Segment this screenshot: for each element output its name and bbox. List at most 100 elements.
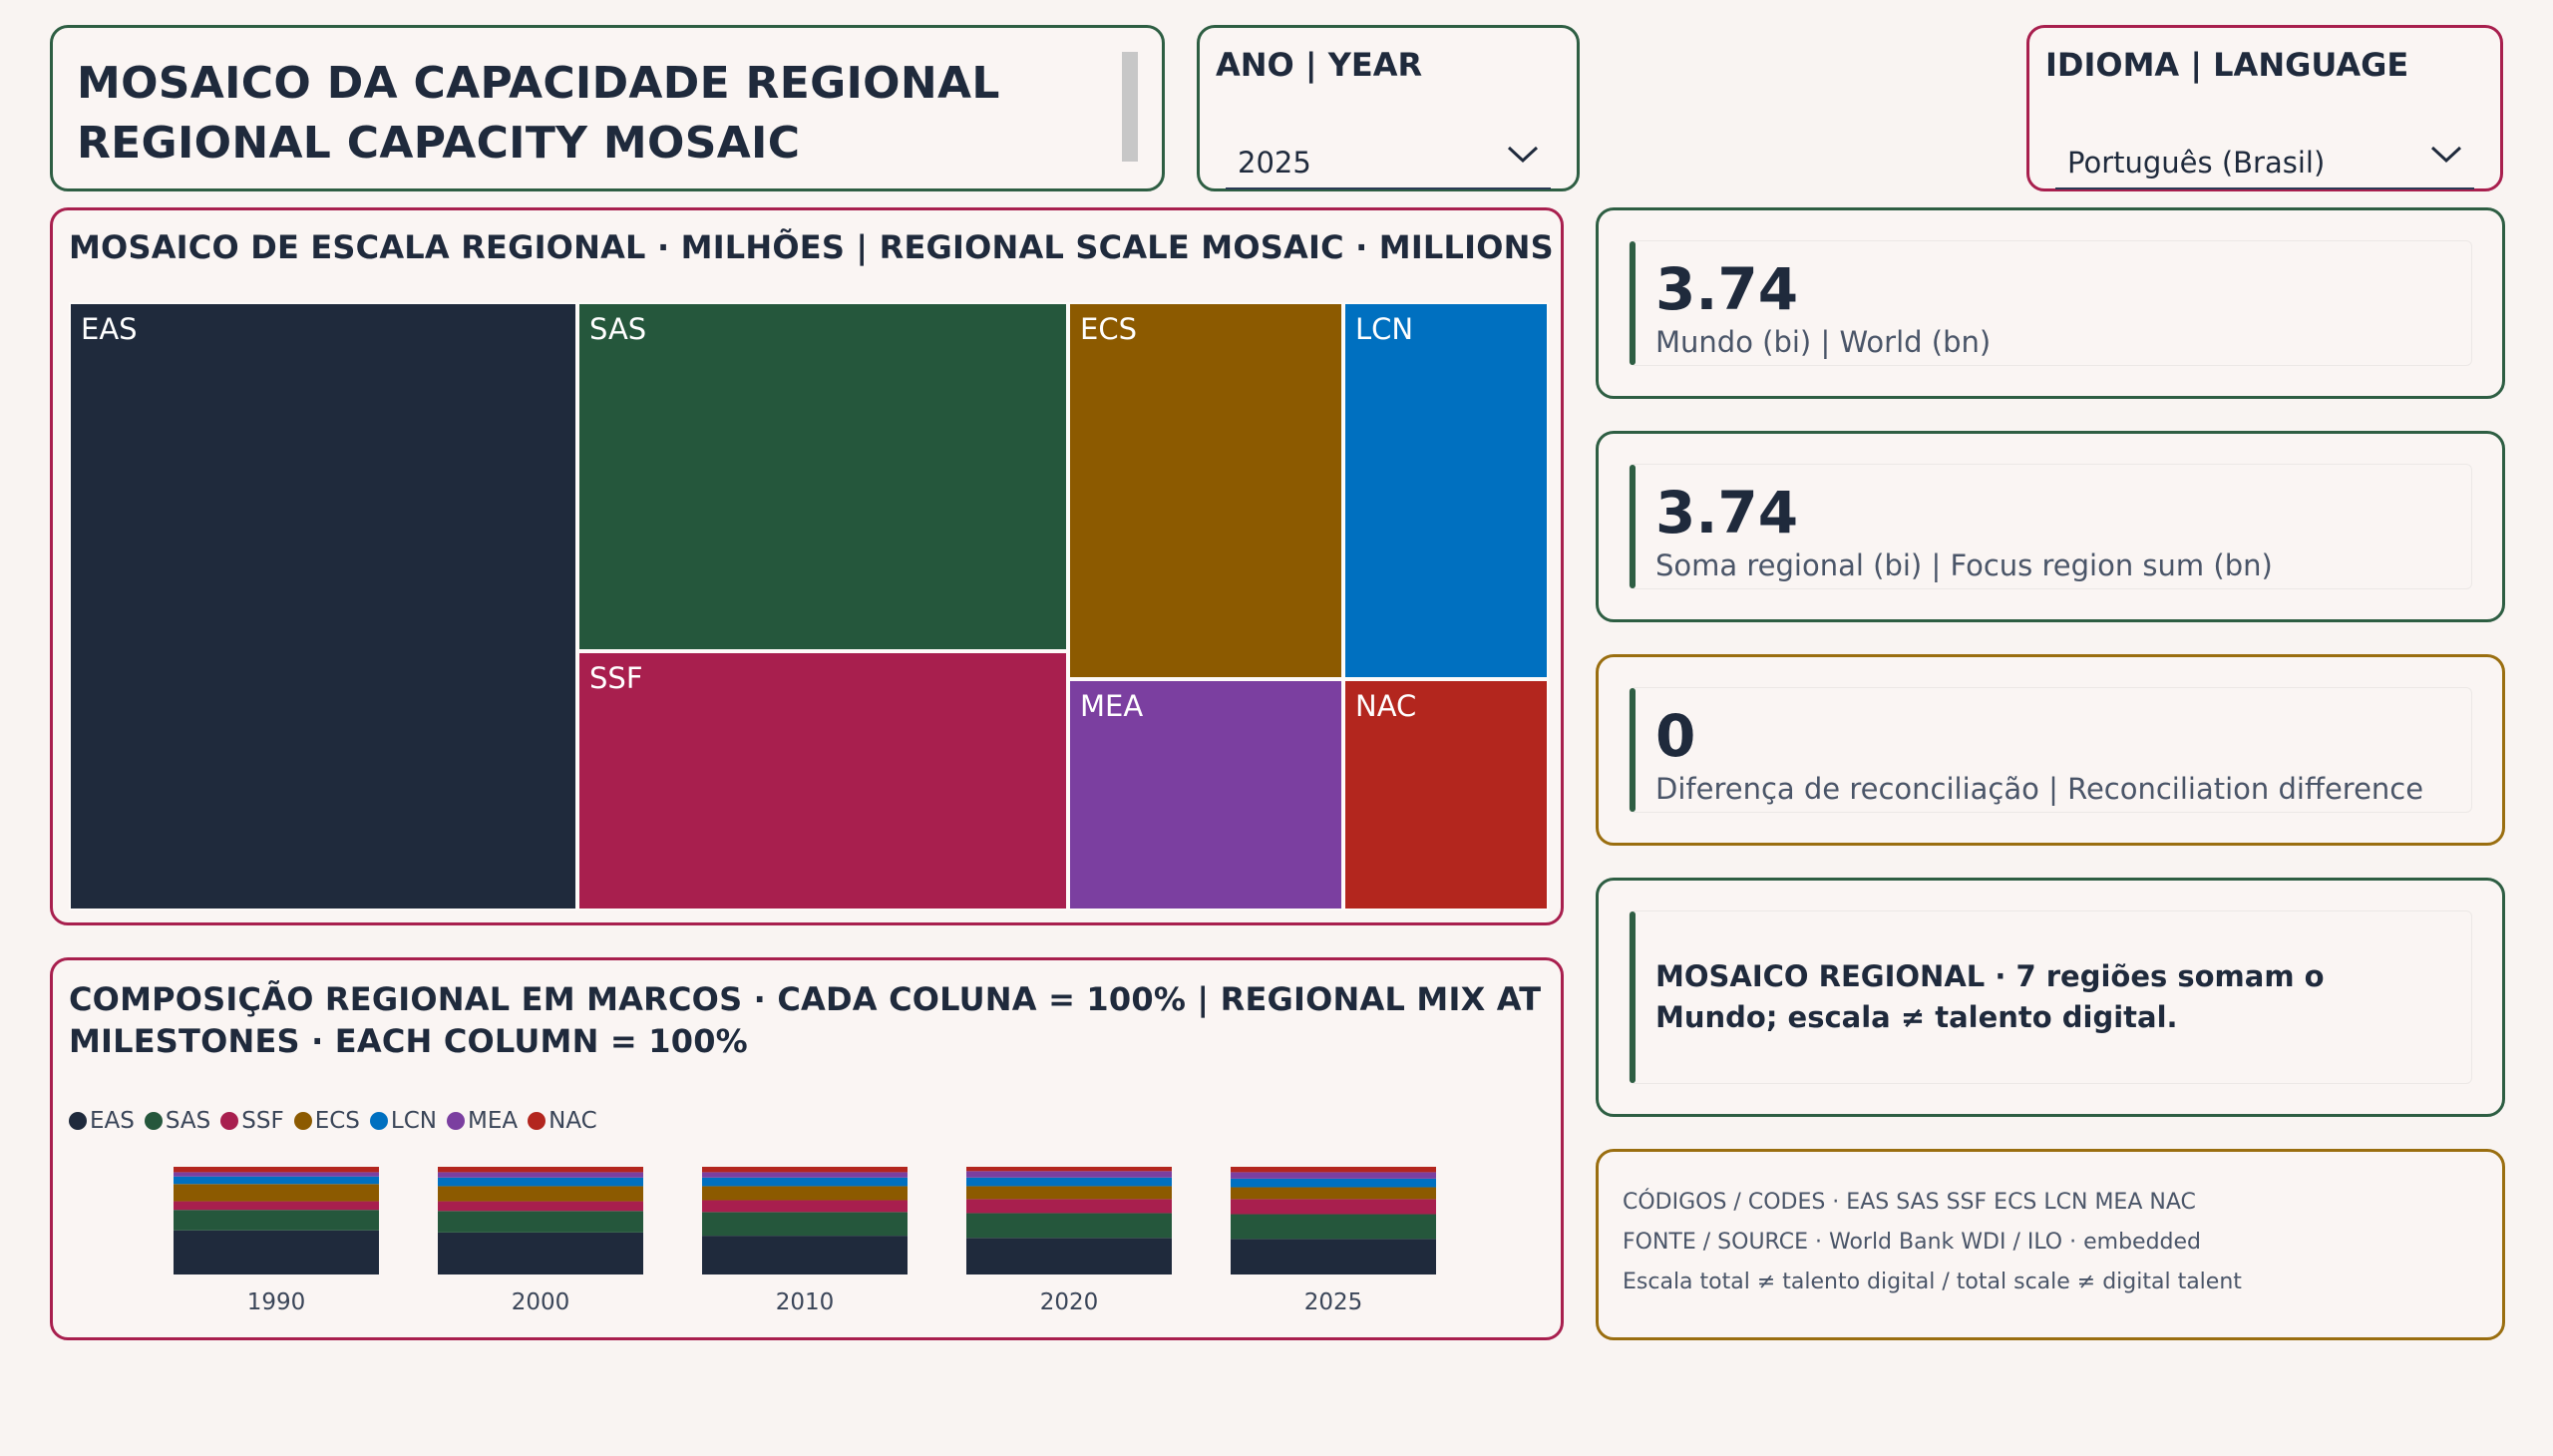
bar-segment-sas[interactable] [174, 1210, 379, 1231]
year-slicer: ANO | YEAR 2025 [1197, 25, 1580, 191]
tile-label: EAS [81, 312, 138, 346]
bar-segment-mea[interactable] [1231, 1172, 1436, 1179]
bar-segment-mea[interactable] [174, 1172, 379, 1177]
bar-segment-lcn[interactable] [1231, 1178, 1436, 1188]
bar-segment-ecs[interactable] [1231, 1187, 1436, 1200]
bar-segment-ecs[interactable] [174, 1184, 379, 1202]
bar-segment-nac[interactable] [702, 1167, 908, 1173]
bar-segment-ssf[interactable] [438, 1201, 643, 1212]
x-tick-label: 2025 [1304, 1289, 1363, 1315]
legend-dot [144, 1112, 163, 1130]
bar-segment-eas[interactable] [1231, 1239, 1436, 1274]
bar-segment-ecs[interactable] [966, 1186, 1172, 1200]
treemap: EAS SAS SSF ECS LCN MEA NAC [69, 302, 1549, 910]
legend-item[interactable]: NAC [528, 1108, 597, 1134]
legend-label: LCN [390, 1108, 437, 1134]
bar-segment-nac[interactable] [174, 1167, 379, 1173]
caveat-text: Escala total ≠ talento digital / total s… [1623, 1270, 2242, 1294]
bar-segment-mea[interactable] [966, 1171, 1172, 1178]
treemap-tile-ecs[interactable]: ECS [1068, 302, 1343, 679]
x-tick-label: 2020 [1040, 1289, 1099, 1315]
year-dropdown-underline [1226, 187, 1551, 189]
page-title: MOSAICO DA CAPACIDADE REGIONAL [77, 58, 1000, 109]
legend-dot [446, 1112, 465, 1130]
chevron-down-icon[interactable] [2428, 142, 2464, 166]
bar-segment-ssf[interactable] [966, 1199, 1172, 1214]
bar-segment-lcn[interactable] [702, 1177, 908, 1187]
kpi-value: 0 [1655, 702, 1696, 770]
bar-segment-sas[interactable] [966, 1213, 1172, 1239]
language-dropdown-value[interactable]: Português (Brasil) [2067, 146, 2326, 180]
kpi-value: 3.74 [1655, 479, 1799, 546]
note-accent-bar [1630, 911, 1636, 1083]
bar-segment-sas[interactable] [702, 1212, 908, 1237]
treemap-tile-lcn[interactable]: LCN [1343, 302, 1549, 679]
bar-segment-lcn[interactable] [174, 1176, 379, 1185]
treemap-tile-mea[interactable]: MEA [1068, 679, 1343, 910]
kpi-inner: 3.74 Soma regional (bi) | Focus region s… [1629, 464, 2472, 589]
bar-segment-eas[interactable] [966, 1238, 1172, 1274]
bar-segment-ssf[interactable] [1231, 1199, 1436, 1215]
legend-item[interactable]: ECS [293, 1108, 360, 1134]
scrollbar-thumb[interactable] [1122, 52, 1138, 162]
treemap-title: MOSAICO DE ESCALA REGIONAL · MILHÕES | R… [69, 228, 1554, 266]
bar-segment-eas[interactable] [174, 1230, 379, 1274]
legend-item[interactable]: SAS [144, 1108, 210, 1134]
bar-segment-ssf[interactable] [702, 1200, 908, 1213]
bar-segment-eas[interactable] [438, 1232, 643, 1274]
year-dropdown-value[interactable]: 2025 [1238, 146, 1311, 180]
codes-text: CÓDIGOS / CODES · EAS SAS SSF ECS LCN ME… [1623, 1190, 2196, 1215]
bar-segment-ecs[interactable] [702, 1186, 908, 1201]
kpi-label: Soma regional (bi) | Focus region sum (b… [1655, 548, 2273, 582]
kpi-inner: 3.74 Mundo (bi) | World (bn) [1629, 240, 2472, 366]
tile-label: ECS [1080, 312, 1137, 346]
legend-label: EAS [90, 1108, 135, 1134]
composition-card: COMPOSIÇÃO REGIONAL EM MARCOS · CADA COL… [50, 957, 1564, 1340]
chevron-down-icon[interactable] [1505, 142, 1541, 166]
kpi-inner: 0 Diferença de reconciliação | Reconcili… [1629, 687, 2472, 813]
title-card: MOSAICO DA CAPACIDADE REGIONAL REGIONAL … [50, 25, 1165, 191]
bar-segment-sas[interactable] [1231, 1214, 1436, 1240]
bar-segment-lcn[interactable] [438, 1177, 643, 1187]
legend-dot [220, 1112, 239, 1130]
legend-label: ECS [314, 1108, 360, 1134]
tile-label: SAS [589, 312, 647, 346]
bar-segment-nac[interactable] [966, 1167, 1172, 1172]
legend-item[interactable]: MEA [446, 1108, 519, 1134]
kpi-world-card: 3.74 Mundo (bi) | World (bn) [1596, 207, 2505, 399]
kpi-value: 3.74 [1655, 255, 1799, 323]
x-tick-label: 2000 [512, 1289, 570, 1315]
legend-dot [69, 1112, 87, 1130]
bar-segment-mea[interactable] [702, 1172, 908, 1178]
source-card: CÓDIGOS / CODES · EAS SAS SSF ECS LCN ME… [1596, 1149, 2505, 1340]
legend-item[interactable]: SSF [220, 1108, 284, 1134]
note-text: MOSAICO REGIONAL · 7 regiões somam o Mun… [1655, 959, 2325, 1034]
kpi-label: Diferença de reconciliação | Reconciliat… [1655, 772, 2424, 806]
bar-segment-nac[interactable] [438, 1167, 643, 1173]
legend-label: SSF [241, 1108, 284, 1134]
note-card: MOSAICO REGIONAL · 7 regiões somam o Mun… [1596, 878, 2505, 1117]
bar-segment-ssf[interactable] [174, 1201, 379, 1211]
kpi-label: Mundo (bi) | World (bn) [1655, 325, 1992, 359]
bar-segment-nac[interactable] [1231, 1167, 1436, 1173]
treemap-card: MOSAICO DE ESCALA REGIONAL · MILHÕES | R… [50, 207, 1564, 925]
bar-segment-ecs[interactable] [438, 1186, 643, 1202]
treemap-tile-sas[interactable]: SAS [577, 302, 1068, 651]
bar-segment-lcn[interactable] [966, 1177, 1172, 1187]
kpi-region-sum-card: 3.74 Soma regional (bi) | Focus region s… [1596, 431, 2505, 622]
tile-label: LCN [1355, 312, 1414, 346]
treemap-tile-eas[interactable]: EAS [69, 302, 577, 910]
treemap-tile-ssf[interactable]: SSF [577, 651, 1068, 910]
legend-label: MEA [467, 1108, 519, 1134]
legend-dot [369, 1112, 388, 1130]
legend-item[interactable]: EAS [69, 1108, 135, 1134]
bar-segment-sas[interactable] [438, 1211, 643, 1233]
legend-dot [528, 1112, 547, 1130]
note-inner: MOSAICO REGIONAL · 7 regiões somam o Mun… [1629, 910, 2472, 1084]
bar-segment-mea[interactable] [438, 1172, 643, 1178]
treemap-tile-nac[interactable]: NAC [1343, 679, 1549, 910]
x-tick-label: 2010 [776, 1289, 835, 1315]
composition-chart: 1990 2000 2010 2020 2025 [174, 1167, 1436, 1315]
bar-segment-eas[interactable] [702, 1236, 908, 1274]
legend-item[interactable]: LCN [369, 1108, 437, 1134]
